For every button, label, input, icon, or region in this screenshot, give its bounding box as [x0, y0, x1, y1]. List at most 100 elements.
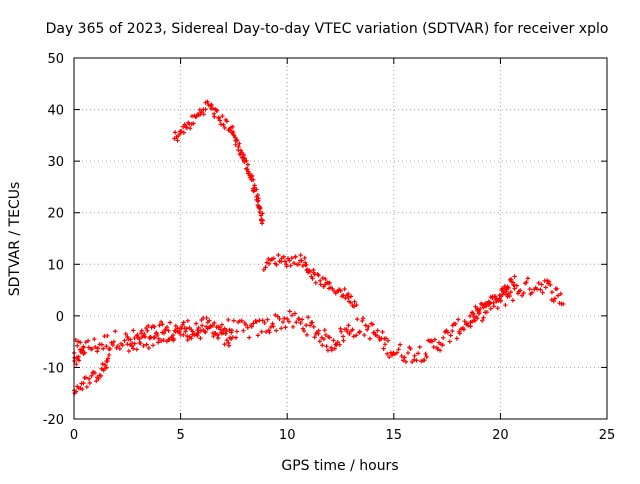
data-point	[120, 342, 125, 348]
data-point	[187, 126, 193, 131]
series-early-dip	[71, 352, 112, 396]
data-point	[109, 340, 114, 345]
data-point	[511, 282, 516, 287]
data-point	[292, 311, 298, 316]
data-point	[256, 196, 261, 201]
data-point	[286, 319, 292, 324]
data-point	[221, 122, 226, 128]
data-point	[450, 328, 455, 334]
data-point	[305, 315, 311, 320]
data-point	[338, 288, 343, 293]
data-point	[95, 346, 101, 351]
data-point	[185, 318, 191, 324]
data-point	[372, 330, 377, 335]
data-point	[203, 329, 208, 335]
data-point	[536, 280, 541, 286]
data-point	[212, 320, 217, 326]
data-point	[338, 326, 343, 331]
data-point	[274, 328, 279, 333]
data-point	[200, 327, 206, 333]
data-point	[105, 333, 110, 338]
data-point	[185, 337, 190, 343]
y-axis-label: SDTVAR / TECUs	[7, 182, 23, 297]
data-point	[87, 380, 92, 386]
data-point	[262, 320, 267, 326]
data-point	[313, 280, 318, 285]
data-point	[102, 362, 108, 368]
data-point	[538, 287, 543, 292]
data-point	[163, 327, 168, 332]
chart-title: Day 365 of 2023, Sidereal Day-to-day VTE…	[46, 21, 609, 37]
data-point	[170, 332, 176, 338]
data-point	[175, 326, 180, 331]
data-point	[347, 331, 352, 337]
data-point	[132, 341, 137, 346]
data-point	[518, 288, 523, 293]
data-point	[196, 325, 201, 331]
data-point	[169, 335, 174, 340]
data-point	[422, 357, 427, 363]
tick-layer: 0 5 10 15 20 25 -20 -10 0 10 20 30 40 50	[43, 52, 616, 443]
data-point	[238, 148, 244, 153]
data-point	[431, 344, 436, 350]
data-point	[214, 108, 220, 113]
data-point	[233, 142, 238, 147]
data-point	[222, 125, 227, 131]
data-point	[236, 144, 241, 150]
y-tick-label: 0	[56, 310, 64, 325]
data-point	[412, 353, 417, 358]
data-point	[503, 302, 508, 308]
data-point	[454, 336, 460, 341]
data-point	[266, 261, 272, 266]
data-point	[152, 324, 157, 329]
data-point	[216, 115, 222, 120]
data-point	[500, 292, 505, 297]
data-point	[167, 320, 173, 325]
data-point	[467, 313, 473, 319]
series-main-baseline-band	[71, 276, 566, 365]
data-point	[143, 325, 149, 331]
data-point	[247, 171, 252, 176]
data-point	[403, 359, 409, 364]
data-point	[483, 310, 488, 315]
data-point	[465, 323, 471, 328]
data-point	[101, 346, 106, 351]
data-point	[552, 296, 558, 301]
data-point	[134, 347, 140, 352]
data-point	[323, 332, 329, 338]
data-point	[453, 321, 458, 327]
data-point	[289, 313, 295, 318]
data-point	[80, 348, 85, 354]
data-point	[290, 324, 296, 329]
data-point	[529, 290, 535, 295]
data-point	[487, 301, 492, 306]
data-point	[469, 319, 475, 324]
data-point	[208, 324, 213, 329]
data-point	[278, 326, 284, 331]
data-point	[355, 316, 360, 322]
data-point	[386, 354, 392, 360]
data-point	[226, 343, 232, 348]
data-point	[479, 318, 485, 323]
data-point	[99, 342, 105, 347]
data-point	[360, 318, 365, 324]
data-point	[115, 343, 121, 349]
data-point	[546, 279, 552, 284]
data-point	[266, 328, 272, 333]
data-point	[289, 255, 295, 261]
data-point	[243, 322, 249, 328]
data-point	[543, 285, 548, 290]
data-point	[234, 138, 240, 144]
x-tick-label: 0	[70, 428, 78, 443]
data-point	[98, 373, 104, 379]
data-point	[405, 350, 411, 356]
data-point	[350, 327, 355, 332]
data-point	[245, 162, 251, 167]
data-point	[198, 328, 204, 333]
data-point	[549, 289, 555, 295]
data-point	[357, 329, 363, 334]
data-point	[435, 347, 440, 352]
data-point	[429, 339, 435, 344]
data-point	[113, 329, 118, 334]
data-point	[201, 111, 206, 117]
